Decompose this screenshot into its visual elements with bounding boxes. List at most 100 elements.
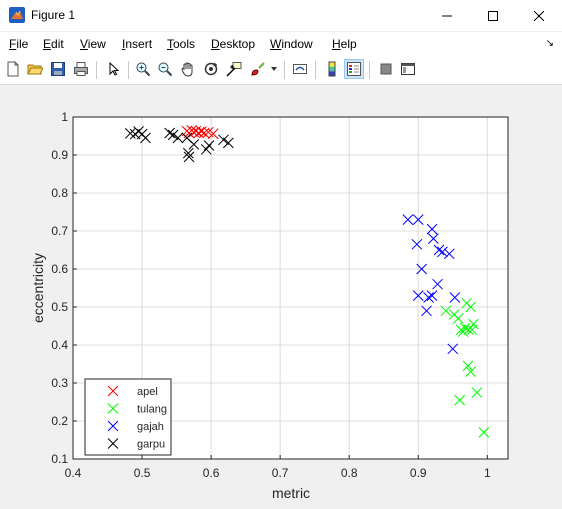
pan-button[interactable]	[178, 59, 198, 79]
window-titlebar: Figure 1	[0, 0, 562, 31]
point-garpu	[182, 147, 194, 159]
menu-desktop[interactable]: Desktop	[211, 37, 256, 51]
legend-button[interactable]	[344, 59, 364, 79]
y-tick-label: 0.1	[51, 452, 68, 466]
point-gajah	[428, 233, 439, 244]
y-tick-label: 0.3	[51, 376, 68, 390]
zoom-out-button[interactable]	[155, 59, 175, 79]
x-tick-label: 0.5	[134, 466, 151, 480]
point-garpu	[188, 139, 200, 150]
legend-marker-garpu	[107, 438, 119, 449]
data-cursor-icon	[226, 62, 242, 77]
show-plot-tools-button[interactable]	[398, 59, 418, 79]
maximize-icon	[488, 10, 498, 21]
zoom-in-button[interactable]	[133, 59, 153, 79]
hide-plot-tools-icon	[380, 63, 392, 75]
point-gajah	[402, 214, 414, 225]
legend-label-garpu: garpu	[137, 439, 165, 451]
figure-toolbar	[0, 56, 562, 85]
point-tulang	[465, 301, 477, 313]
matlab-app-icon	[9, 7, 25, 23]
figure-canvas: 0.4 0.5 0.6 0.7 0.8 0.9 1 0.1 0.2 0.3 0.4 0.5 0.6 0.7…	[1, 85, 561, 506]
point-tulang	[471, 387, 483, 398]
point-gajah	[426, 223, 438, 235]
new-figure-icon	[7, 61, 19, 77]
y-tick-label: 0.6	[51, 262, 68, 276]
menu-window[interactable]: Window	[270, 37, 313, 51]
open-file-button[interactable]	[25, 59, 45, 79]
point-garpu	[140, 132, 151, 144]
y-tick-label: 0.7	[51, 224, 68, 238]
axis-ticks: 0.4 0.5 0.6 0.7 0.8 0.9 1 0.1 0.2 0.3 0.4 0.5 0.6 0.7…	[51, 110, 491, 480]
brush-dropdown[interactable]	[268, 59, 280, 79]
point-garpu	[183, 151, 195, 163]
menu-view[interactable]: View	[80, 37, 106, 51]
edit-plot-button[interactable]	[103, 59, 123, 79]
point-gajah	[443, 248, 455, 260]
point-gajah	[432, 278, 443, 290]
point-apel	[198, 127, 210, 139]
legend-marker-gajah	[107, 420, 119, 432]
legend-box[interactable]: apel tulang gajah garpu	[84, 378, 172, 456]
print-button[interactable]	[71, 59, 91, 79]
point-tulang	[459, 322, 471, 334]
toolbar-separator	[96, 61, 97, 79]
new-figure-button[interactable]	[3, 59, 23, 79]
menu-insert[interactable]: Insert	[122, 37, 153, 51]
pan-hand-icon	[181, 62, 193, 77]
print-icon	[74, 62, 88, 76]
y-tick-label: 1	[61, 110, 68, 124]
menubar-dock-arrow-icon[interactable]: ↘	[545, 38, 554, 49]
brush-button[interactable]	[248, 59, 268, 79]
x-tick-label: 0.9	[410, 466, 427, 480]
point-tulang	[468, 318, 479, 330]
window-title: Figure 1	[31, 8, 76, 22]
close-button[interactable]	[516, 0, 562, 31]
link-plot-icon	[293, 64, 307, 74]
point-garpu	[218, 134, 229, 146]
open-file-icon	[27, 64, 43, 75]
scatter-plot[interactable]: 0.4 0.5 0.6 0.7 0.8 0.9 1 0.1 0.2 0.3 0.4 0.5 0.6 0.7…	[1, 85, 561, 506]
point-garpu	[203, 140, 215, 151]
point-tulang	[457, 326, 469, 338]
toolbar-separator	[315, 61, 316, 79]
save-button[interactable]	[48, 59, 68, 79]
point-garpu	[164, 127, 176, 139]
legend-marker-apel	[107, 385, 119, 397]
rotate-3d-button[interactable]	[201, 59, 221, 79]
menu-tools[interactable]: Tools	[167, 37, 196, 51]
point-gajah	[416, 263, 428, 275]
toolbar-separator	[369, 61, 370, 79]
x-tick-label: 0.8	[341, 466, 358, 480]
minimize-button[interactable]	[424, 0, 470, 31]
point-tulang	[463, 324, 474, 336]
save-icon	[51, 62, 65, 76]
point-gajah	[437, 246, 448, 258]
menu-bar: File Edit View Insert Tools Desktop Wind…	[0, 32, 562, 56]
x-tick-label: 0.6	[203, 466, 220, 480]
menu-file[interactable]: File	[9, 37, 29, 51]
edit-plot-arrow-icon	[109, 61, 120, 76]
y-tick-label: 0.8	[51, 186, 68, 200]
hide-plot-tools-button[interactable]	[376, 59, 396, 79]
show-plot-tools-icon	[401, 63, 415, 75]
point-gajah	[421, 305, 432, 317]
point-garpu	[223, 137, 234, 149]
point-gajah	[447, 343, 459, 355]
legend-label-apel: apel	[137, 386, 158, 398]
link-plot-button[interactable]	[290, 59, 310, 79]
colorbar-button[interactable]	[322, 59, 342, 79]
legend-frame	[84, 378, 172, 456]
data-points	[124, 124, 490, 438]
legend-marker-tulang	[107, 403, 119, 414]
menu-help[interactable]: Help	[332, 37, 357, 51]
toolbar-separator	[128, 61, 129, 79]
zoom-out-icon	[158, 62, 173, 77]
y-tick-label: 0.4	[51, 338, 68, 352]
maximize-button[interactable]	[470, 0, 516, 31]
data-cursor-button[interactable]	[224, 59, 244, 79]
point-gajah	[411, 238, 423, 250]
menu-edit[interactable]: Edit	[43, 37, 64, 51]
x-axis-label: metric	[272, 485, 310, 501]
point-gajah	[412, 214, 424, 225]
